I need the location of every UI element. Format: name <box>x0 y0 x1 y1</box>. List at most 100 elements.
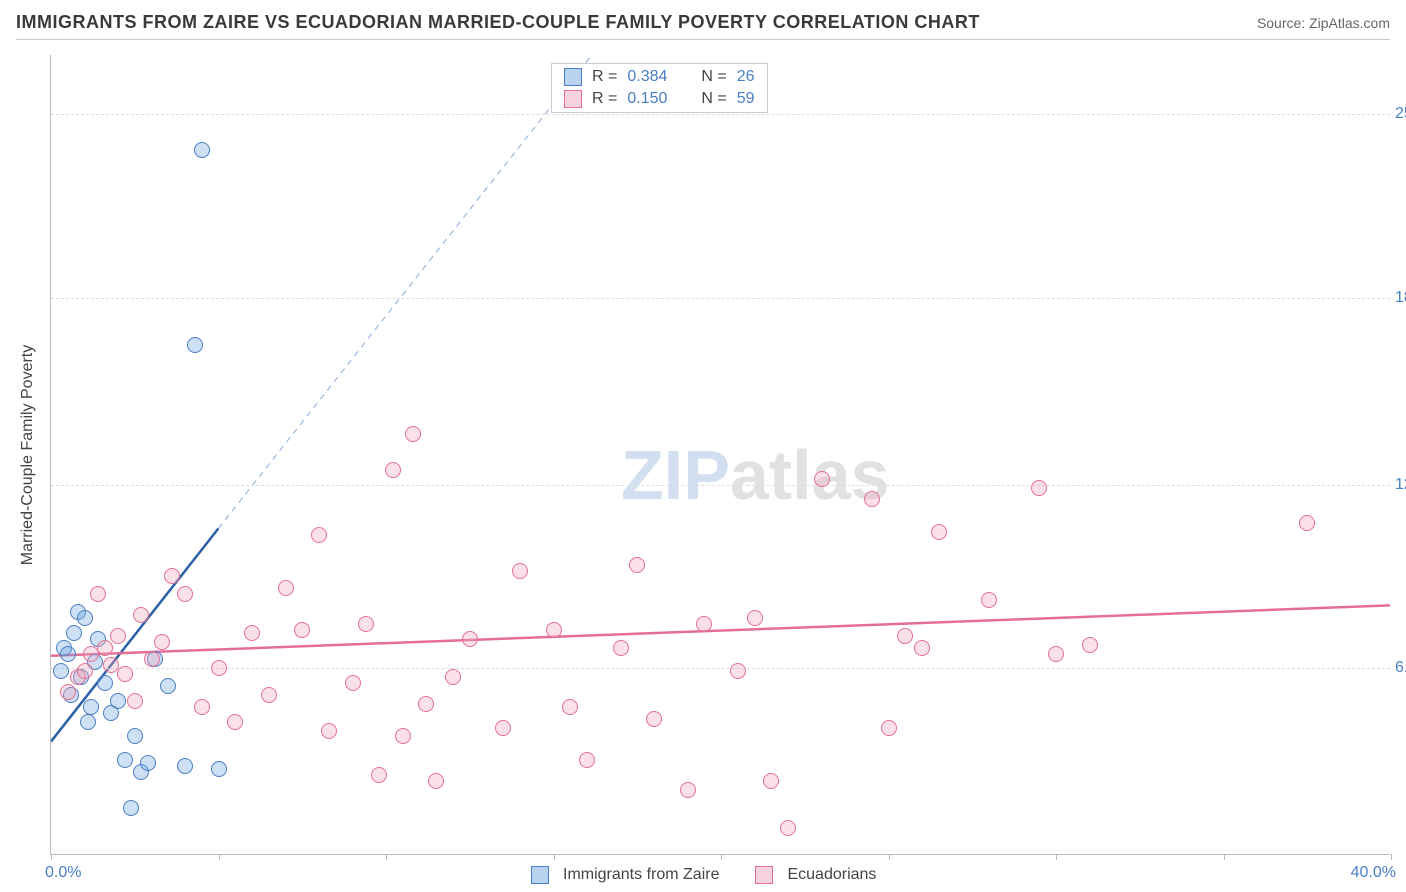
point-ecuadorian <box>1048 646 1064 662</box>
gridline <box>51 114 1390 115</box>
point-ecuadorian <box>177 586 193 602</box>
legend-swatch <box>531 866 549 884</box>
legend-row: R = 0.150 N = 59 <box>552 88 767 110</box>
y-tick-label: 6.3% <box>1395 659 1406 677</box>
point-zaire <box>123 800 139 816</box>
legend-series-name: Immigrants from Zaire <box>563 866 719 884</box>
r-value: 0.150 <box>627 90 667 108</box>
x-tick <box>51 854 52 860</box>
point-zaire <box>83 699 99 715</box>
x-axis-max-label: 40.0% <box>1351 864 1396 882</box>
legend-swatch <box>564 68 582 86</box>
trend-lines-layer <box>51 55 1390 854</box>
n-label: N = <box>701 90 726 108</box>
x-tick <box>554 854 555 860</box>
legend-swatch <box>755 866 773 884</box>
point-ecuadorian <box>345 675 361 691</box>
x-axis-min-label: 0.0% <box>45 864 81 882</box>
point-zaire <box>80 714 96 730</box>
point-ecuadorian <box>385 462 401 478</box>
point-ecuadorian <box>696 616 712 632</box>
point-zaire <box>127 728 143 744</box>
x-tick <box>219 854 220 860</box>
series-legend: Immigrants from Zaire Ecuadorians <box>531 866 898 884</box>
n-label: N = <box>701 68 726 86</box>
point-ecuadorian <box>462 631 478 647</box>
point-ecuadorian <box>371 767 387 783</box>
gridline <box>51 485 1390 486</box>
x-tick <box>1391 854 1392 860</box>
plot-container: Married-Couple Family Poverty ZIPatlas R… <box>50 55 1390 855</box>
point-ecuadorian <box>495 720 511 736</box>
source-prefix: Source: <box>1257 15 1309 31</box>
point-ecuadorian <box>814 471 830 487</box>
point-zaire <box>160 678 176 694</box>
point-ecuadorian <box>294 622 310 638</box>
gridline <box>51 298 1390 299</box>
point-ecuadorian <box>127 693 143 709</box>
source-attribution: Source: ZipAtlas.com <box>1257 15 1390 31</box>
point-ecuadorian <box>881 720 897 736</box>
point-ecuadorian <box>97 640 113 656</box>
point-ecuadorian <box>244 625 260 641</box>
point-zaire <box>97 675 113 691</box>
point-zaire <box>187 337 203 353</box>
point-ecuadorian <box>110 628 126 644</box>
point-ecuadorian <box>546 622 562 638</box>
point-ecuadorian <box>60 684 76 700</box>
point-ecuadorian <box>730 663 746 679</box>
point-ecuadorian <box>211 660 227 676</box>
legend-swatch <box>564 90 582 108</box>
point-ecuadorian <box>90 586 106 602</box>
r-value: 0.384 <box>627 68 667 86</box>
point-zaire <box>53 663 69 679</box>
x-tick <box>721 854 722 860</box>
legend-series-name: Ecuadorians <box>787 866 876 884</box>
point-ecuadorian <box>117 666 133 682</box>
point-ecuadorian <box>1031 480 1047 496</box>
x-tick <box>1056 854 1057 860</box>
point-zaire <box>60 646 76 662</box>
point-ecuadorian <box>194 699 210 715</box>
chart-header: IMMIGRANTS FROM ZAIRE VS ECUADORIAN MARR… <box>16 12 1390 40</box>
point-ecuadorian <box>164 568 180 584</box>
point-ecuadorian <box>512 563 528 579</box>
chart-title: IMMIGRANTS FROM ZAIRE VS ECUADORIAN MARR… <box>16 12 980 33</box>
correlation-legend: R = 0.384N = 26R = 0.150N = 59 <box>551 63 768 113</box>
watermark-zip: ZIP <box>621 436 730 514</box>
point-ecuadorian <box>747 610 763 626</box>
point-ecuadorian <box>579 752 595 768</box>
watermark: ZIPatlas <box>621 435 889 515</box>
n-value: 59 <box>737 90 755 108</box>
point-ecuadorian <box>864 491 880 507</box>
point-ecuadorian <box>981 592 997 608</box>
plot-area: ZIPatlas R = 0.384N = 26R = 0.150N = 59 … <box>50 55 1390 855</box>
r-label: R = <box>592 68 617 86</box>
point-ecuadorian <box>931 524 947 540</box>
point-ecuadorian <box>227 714 243 730</box>
point-zaire <box>194 142 210 158</box>
point-zaire <box>211 761 227 777</box>
point-zaire <box>117 752 133 768</box>
y-axis-label: Married-Couple Family Poverty <box>19 345 37 566</box>
point-ecuadorian <box>914 640 930 656</box>
point-ecuadorian <box>428 773 444 789</box>
point-ecuadorian <box>897 628 913 644</box>
point-ecuadorian <box>395 728 411 744</box>
point-ecuadorian <box>358 616 374 632</box>
y-tick-label: 12.5% <box>1395 476 1406 494</box>
point-zaire <box>177 758 193 774</box>
point-zaire <box>66 625 82 641</box>
y-tick-label: 18.8% <box>1395 289 1406 307</box>
point-ecuadorian <box>154 634 170 650</box>
point-ecuadorian <box>646 711 662 727</box>
point-ecuadorian <box>405 426 421 442</box>
point-ecuadorian <box>311 527 327 543</box>
point-ecuadorian <box>763 773 779 789</box>
point-ecuadorian <box>418 696 434 712</box>
point-ecuadorian <box>261 687 277 703</box>
point-zaire <box>77 610 93 626</box>
legend-row: R = 0.384N = 26 <box>552 66 767 88</box>
r-label: R = <box>592 90 617 108</box>
point-ecuadorian <box>321 723 337 739</box>
